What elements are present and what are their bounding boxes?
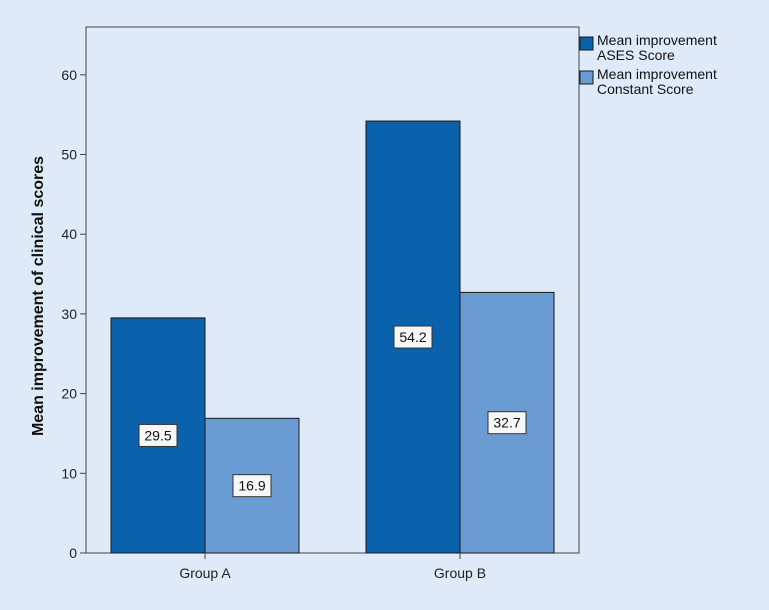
x-tick-label: Group A [179, 565, 231, 581]
data-label-box [232, 474, 272, 498]
bar-group-a-series-1 [110, 317, 206, 554]
y-tick-label: 10 [61, 465, 77, 481]
y-tick-label: 20 [61, 386, 77, 402]
y-tick-label: 30 [61, 306, 77, 322]
data-label-box [138, 423, 178, 447]
y-axis-title: Mean improvement of clinical scores [30, 156, 47, 436]
y-tick-label: 0 [69, 545, 77, 561]
data-label: 54.2 [393, 325, 433, 349]
data-label-value: 16.9 [238, 478, 265, 494]
plot-frame [85, 26, 580, 554]
legend-label: Constant Score [597, 81, 694, 97]
legend-swatch [579, 36, 594, 51]
x-tick-label: Group B [434, 565, 486, 581]
y-tick-label: 40 [61, 226, 77, 242]
data-label: 29.5 [138, 423, 178, 447]
data-label-box [487, 411, 527, 435]
data-label: 16.9 [232, 474, 272, 498]
y-tick-label: 60 [61, 67, 77, 83]
data-label-value: 32.7 [493, 415, 520, 431]
legend-label: ASES Score [597, 47, 675, 63]
legend-label: Mean improvement [597, 32, 717, 48]
data-label: 32.7 [487, 411, 527, 435]
data-label-value: 29.5 [144, 427, 171, 443]
legend-swatch [579, 70, 594, 85]
data-label-value: 54.2 [399, 329, 426, 345]
legend-label: Mean improvement [597, 66, 717, 82]
data-label-box [393, 325, 433, 349]
y-tick-label: 50 [61, 147, 77, 163]
